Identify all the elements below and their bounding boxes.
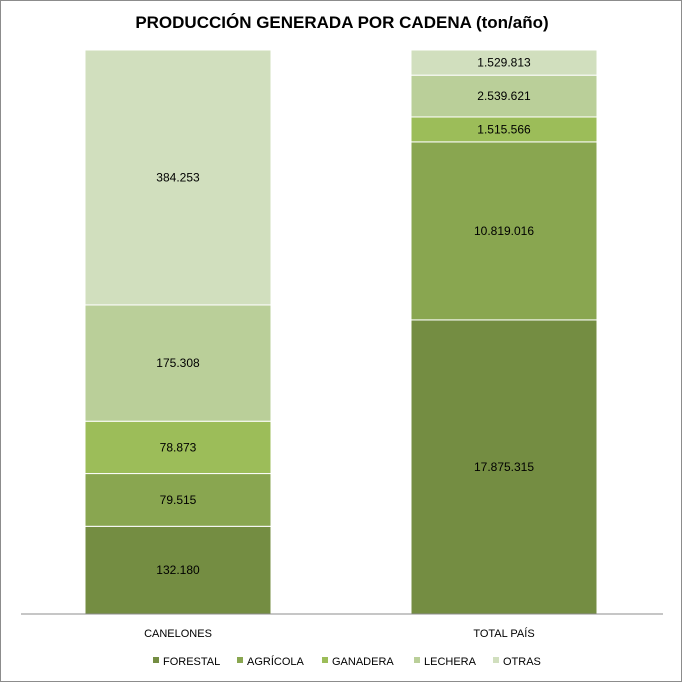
- data-label-canelones-forestal: 132.180: [156, 563, 200, 577]
- legend-label-forestal: FORESTAL: [163, 656, 220, 668]
- category-label-total-pais: TOTAL PAÍS: [473, 627, 534, 640]
- legend: FORESTAL AGRÍCOLA GANADERA LECHERA OTRAS: [153, 655, 541, 668]
- data-label-total-pais-agricola: 10.819.016: [474, 224, 534, 238]
- category-labels: CANELONES TOTAL PAÍS: [144, 627, 535, 640]
- bar-total-pais-agricola: [410, 141, 598, 321]
- data-label-canelones-agricola: 79.515: [160, 493, 197, 507]
- legend-label-ganadera: GANADERA: [332, 656, 394, 668]
- data-label-total-pais-forestal: 17.875.315: [474, 460, 534, 474]
- data-label-total-pais-lechera: 2.539.621: [477, 89, 531, 103]
- bar-canelones-lechera: [84, 304, 272, 422]
- bar-canelones-otras: [84, 49, 272, 306]
- data-label-canelones-otras: 384.253: [156, 170, 200, 184]
- legend-swatch-otras: [493, 657, 499, 663]
- bar-canelones-ganadera: [84, 420, 272, 475]
- legend-label-otras: OTRAS: [503, 656, 541, 668]
- bars-group: 132.180 79.515 78.873 175.308 384.253 17.875.…: [84, 49, 598, 615]
- bar-total-pais-otras: [410, 49, 598, 76]
- bar-canelones-forestal: [84, 525, 272, 615]
- data-label-canelones-lechera: 175.308: [156, 356, 200, 370]
- legend-swatch-lechera: [414, 657, 420, 663]
- chart-title: PRODUCCIÓN GENERADA POR CADENA (ton/año): [135, 13, 549, 32]
- data-label-total-pais-otras: 1.529.813: [477, 56, 531, 70]
- legend-label-lechera: LECHERA: [424, 656, 477, 668]
- legend-label-agricola: AGRÍCOLA: [247, 655, 305, 668]
- legend-swatch-forestal: [153, 657, 159, 663]
- data-label-total-pais-ganadera: 1.515.566: [477, 122, 531, 136]
- legend-swatch-agricola: [237, 657, 243, 663]
- legend-swatch-ganadera: [322, 657, 328, 663]
- bar-total-pais-ganadera: [410, 116, 598, 143]
- data-label-canelones-ganadera: 78.873: [160, 440, 197, 454]
- category-label-canelones: CANELONES: [144, 628, 212, 640]
- bar-total-pais-lechera: [410, 74, 598, 118]
- bar-canelones-agricola: [84, 473, 272, 527]
- bar-total-pais-forestal: [410, 319, 598, 615]
